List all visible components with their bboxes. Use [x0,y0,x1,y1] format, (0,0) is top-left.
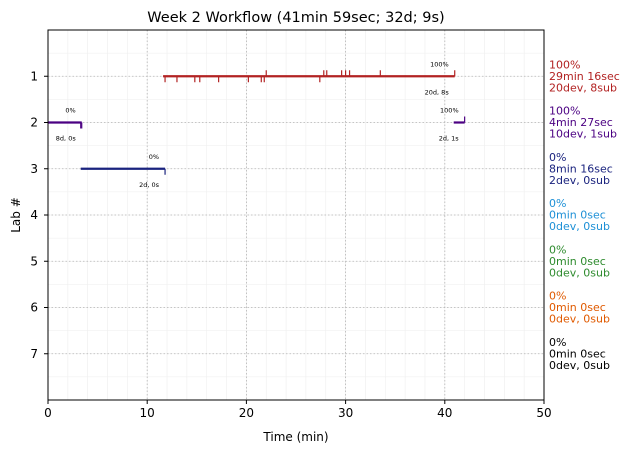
y-tick-label: 7 [30,347,38,361]
lab-1-counts-label: 20d, 8s [425,88,450,96]
y-axis-label: Lab # [9,197,23,233]
chart-title: Week 2 Workflow (41min 59sec; 32d; 9s) [147,10,444,26]
lab-2-summary-line: 100% [549,105,580,118]
lab-5-summary-line: 0dev, 0sub [549,266,610,279]
x-tick-label: 50 [536,406,551,420]
lab-4-summary-line: 0dev, 0sub [549,220,610,233]
x-tick-label: 20 [239,406,254,420]
x-tick-label: 10 [140,406,155,420]
lab-2-counts-label: 8d, 0s [56,135,77,143]
lab-timelines: 100% 20d, 8s 0% 8d, 0s 100% 2d, 1s 0% 2d, 0s [48,60,466,189]
lab-7-summary-line: 0min 0sec [549,347,606,360]
lab-3-percent-label: 0% [149,153,159,161]
lab-3-summary-line: 0% [549,151,566,164]
lab-2-summary-line: 4min 27sec [549,116,613,129]
lab-1-percent-label: 100% [430,60,449,68]
lab-6-summary-line: 0% [549,290,566,303]
lab-5-summary-line: 0% [549,243,566,256]
lab-2-percent-label: 100% [440,107,459,115]
y-tick-label: 2 [30,116,38,130]
lab-6-summary-line: 0min 0sec [549,301,606,314]
lab-2-counts-label: 2d, 1s [439,135,460,143]
y-tick-label: 4 [30,208,38,222]
lab-3-summary-line: 2dev, 0sub [549,174,610,187]
y-tick-label: 1 [30,69,38,83]
lab-2-percent-label: 0% [65,107,75,115]
x-tick-label: 0 [44,406,52,420]
lab-3-summary-line: 8min 16sec [549,162,613,175]
y-tick-label: 3 [30,162,38,176]
lab-1-summary-line: 20dev, 8sub [549,81,617,94]
lab-1-summary-line: 29min 16sec [549,70,620,83]
x-tick-label: 30 [338,406,353,420]
lab-2-summary-line: 10dev, 1sub [549,128,617,141]
grid-lines [47,30,545,400]
x-tick-label: 40 [437,406,452,420]
lab-4-summary-line: 0% [549,197,566,210]
lab-3-counts-label: 2d, 0s [139,181,160,189]
lab-6-summary-line: 0dev, 0sub [549,313,610,326]
y-tick-label: 5 [30,254,38,268]
x-axis-label: Time (min) [262,430,328,444]
lab-4-summary-line: 0min 0sec [549,209,606,222]
y-tick-label: 6 [30,301,38,315]
lab-5-summary-line: 0min 0sec [549,255,606,268]
axis-ticks: 0 10 20 30 40 50 1 2 3 4 5 6 7 [30,69,551,420]
lab-7-summary-line: 0% [549,336,566,349]
lab-1-summary-line: 100% [549,58,580,71]
lab-7-summary-line: 0dev, 0sub [549,359,610,372]
